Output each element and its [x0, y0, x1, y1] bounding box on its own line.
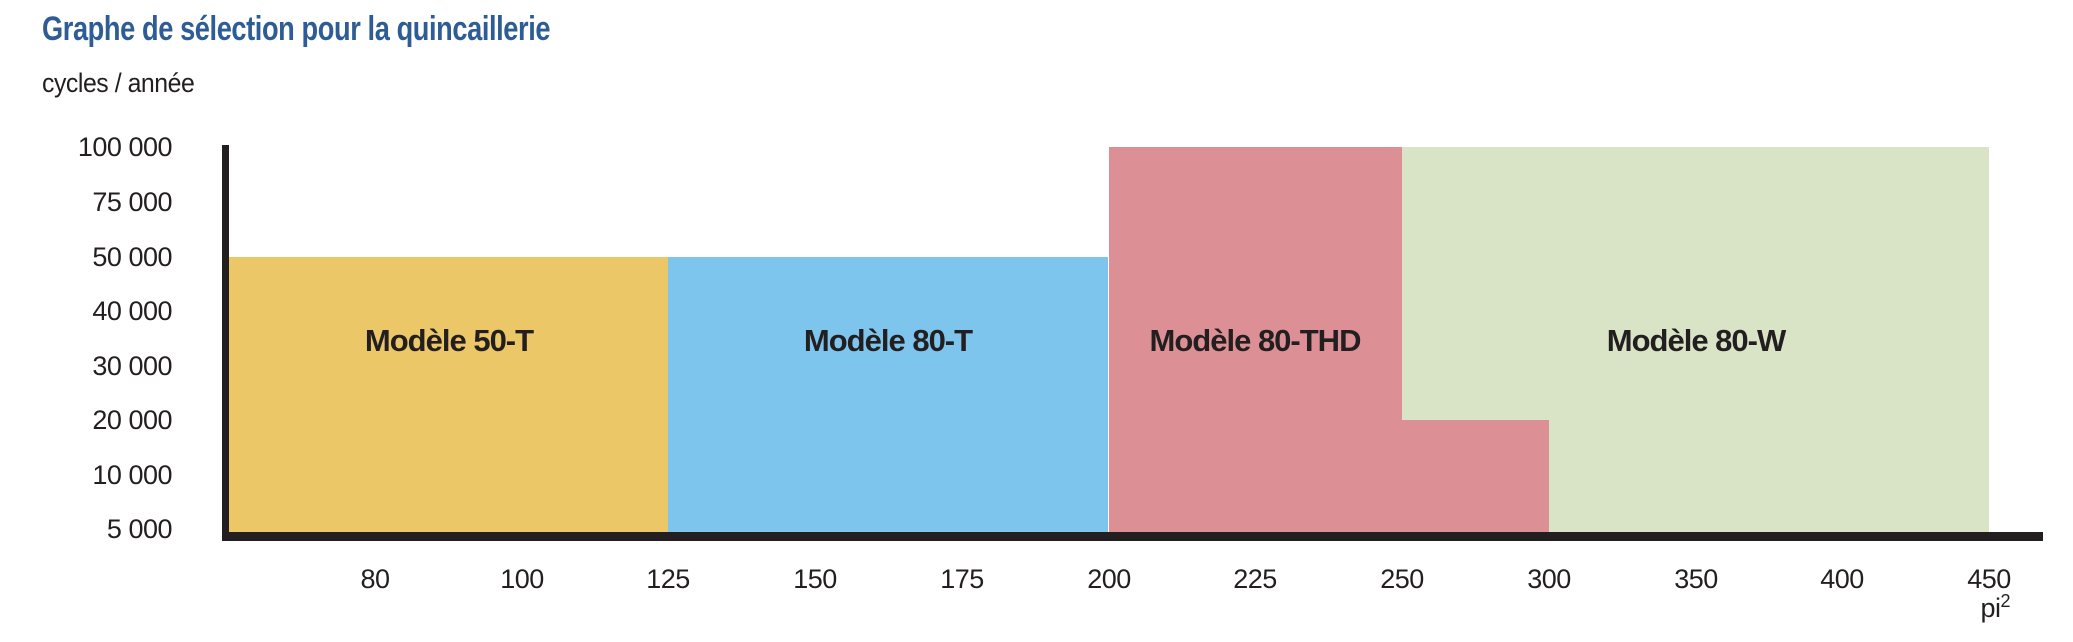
region-mod-le-80-t: [668, 257, 1108, 533]
region-label: Modèle 80-THD: [1149, 323, 1362, 358]
x-tick-label: 175: [940, 564, 984, 594]
x-axis-unit: pi2: [1870, 591, 2010, 623]
y-tick-label: 20 000: [92, 405, 172, 435]
region-mod-le-80-thd: [1402, 420, 1549, 533]
x-tick-label: 225: [1233, 564, 1277, 594]
x-axis-line: [222, 532, 2043, 541]
chart-title: Graphe de sélection pour la quincailleri…: [42, 10, 551, 48]
y-tick-label: 30 000: [92, 351, 172, 381]
x-tick-label: 200: [1087, 564, 1131, 594]
region-mod-le-80-w: [1402, 147, 1989, 420]
y-tick-label: 75 000: [92, 187, 172, 217]
x-axis-unit-exponent: 2: [2000, 591, 2010, 611]
x-tick-label: 300: [1527, 564, 1571, 594]
x-tick-label: 400: [1820, 564, 1864, 594]
y-axis-line: [222, 145, 229, 541]
x-tick-label: 350: [1674, 564, 1718, 594]
y-tick-label: 5 000: [106, 514, 173, 544]
x-axis-unit-base: pi: [1980, 593, 2001, 623]
x-tick-label: 450: [1967, 564, 2011, 594]
y-tick-label: 40 000: [92, 296, 172, 326]
region-label: Modèle 50-T: [364, 323, 534, 358]
x-tick-label: 100: [500, 564, 544, 594]
y-axis-title: cycles / année: [42, 68, 195, 98]
x-tick-label: 80: [360, 564, 390, 594]
y-tick-label: 100 000: [77, 132, 173, 162]
region-label: Modèle 80-T: [803, 323, 973, 358]
x-tick-label: 250: [1380, 564, 1424, 594]
region-label: Modèle 80-W: [1606, 323, 1786, 358]
x-tick-label: 125: [646, 564, 690, 594]
region-mod-le-50-t: [229, 257, 668, 533]
y-tick-label: 10 000: [92, 460, 172, 490]
x-tick-label: 150: [793, 564, 837, 594]
y-tick-label: 50 000: [92, 242, 172, 272]
region-mod-le-80-w: [1549, 420, 1989, 533]
region-mod-le-80-thd: [1109, 147, 1403, 533]
